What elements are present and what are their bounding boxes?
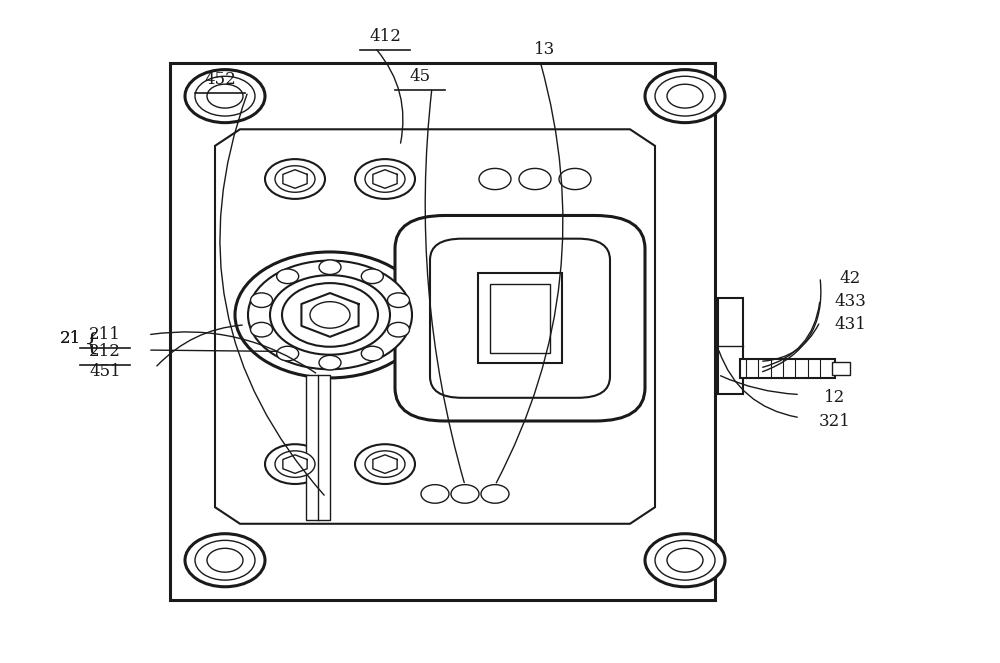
Text: 433: 433 (834, 293, 866, 310)
Text: 21: 21 (59, 330, 81, 347)
Circle shape (655, 76, 715, 116)
Bar (490, 284, 550, 353)
Text: 13: 13 (534, 41, 556, 58)
FancyBboxPatch shape (395, 215, 645, 421)
Circle shape (277, 269, 299, 284)
Circle shape (355, 444, 415, 484)
Bar (306, 375, 330, 520)
Text: 21: 21 (59, 330, 81, 347)
Circle shape (270, 275, 390, 355)
Circle shape (275, 166, 315, 192)
Circle shape (365, 166, 405, 192)
Text: {: { (84, 332, 100, 355)
Circle shape (667, 84, 703, 108)
Circle shape (277, 346, 299, 361)
Text: 431: 431 (834, 316, 866, 333)
Text: 412: 412 (369, 28, 401, 45)
Circle shape (319, 355, 341, 370)
Circle shape (655, 540, 715, 580)
Circle shape (207, 548, 243, 572)
Circle shape (319, 260, 341, 274)
Circle shape (421, 485, 449, 503)
Circle shape (365, 451, 405, 477)
Circle shape (479, 168, 511, 190)
Circle shape (361, 346, 383, 361)
Circle shape (667, 548, 703, 572)
Circle shape (185, 534, 265, 587)
Circle shape (251, 293, 273, 308)
Text: 451: 451 (89, 363, 121, 380)
Circle shape (519, 168, 551, 190)
Circle shape (195, 76, 255, 116)
Circle shape (361, 269, 383, 284)
Polygon shape (215, 129, 655, 524)
Text: 321: 321 (819, 412, 851, 430)
Circle shape (235, 252, 425, 378)
Circle shape (275, 451, 315, 477)
Bar (170, 63, 715, 600)
Bar (740, 359, 835, 378)
Text: 211: 211 (89, 326, 121, 343)
Circle shape (310, 302, 350, 328)
Circle shape (265, 444, 325, 484)
Text: 12: 12 (824, 389, 846, 406)
Bar (478, 273, 562, 363)
Circle shape (251, 322, 273, 337)
Bar (718, 298, 743, 394)
Circle shape (355, 159, 415, 199)
Bar (832, 362, 850, 375)
Circle shape (387, 322, 409, 337)
Circle shape (645, 70, 725, 123)
Text: 42: 42 (839, 270, 861, 287)
Circle shape (282, 283, 378, 347)
Circle shape (645, 534, 725, 587)
Text: 212: 212 (89, 343, 121, 360)
Circle shape (248, 261, 412, 369)
Circle shape (451, 485, 479, 503)
FancyBboxPatch shape (430, 239, 610, 398)
Circle shape (481, 485, 509, 503)
Circle shape (207, 84, 243, 108)
Text: 452: 452 (204, 71, 236, 88)
Circle shape (559, 168, 591, 190)
Circle shape (265, 159, 325, 199)
Text: 45: 45 (409, 68, 431, 85)
Circle shape (387, 293, 409, 308)
Circle shape (185, 70, 265, 123)
Circle shape (195, 540, 255, 580)
